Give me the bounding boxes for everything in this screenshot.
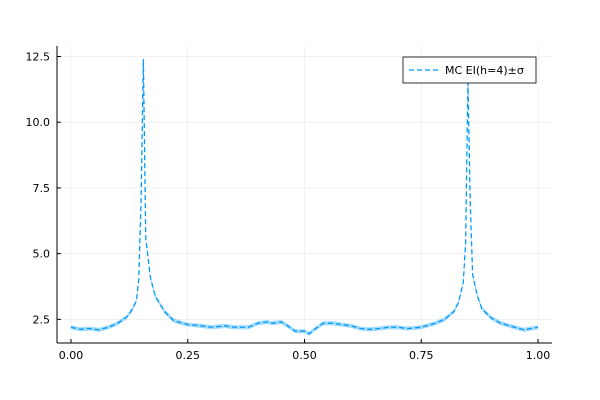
series-lines [70,59,539,335]
x-tick-label: 0.50 [292,349,317,362]
legend: MC EI(h=4)±σ [402,56,537,84]
x-tick-label: 0.25 [176,349,201,362]
y-tick-label: 10.0 [26,116,51,129]
grid [57,46,552,343]
y-tick-label: 7.5 [33,182,51,195]
y-tick-label: 5.0 [33,248,51,261]
x-tick-label: 1.00 [526,349,551,362]
y-tick-label: 12.5 [26,51,51,64]
x-tick-label: 0.00 [59,349,84,362]
ticks: 0.00 0.25 0.50 0.75 1.00 2.5 5.0 7.5 10.0 12.5 [26,51,551,362]
legend-label: MC EI(h=4)±σ [445,64,524,77]
x-tick-label: 0.75 [409,349,434,362]
y-tick-label: 2.5 [33,313,51,326]
